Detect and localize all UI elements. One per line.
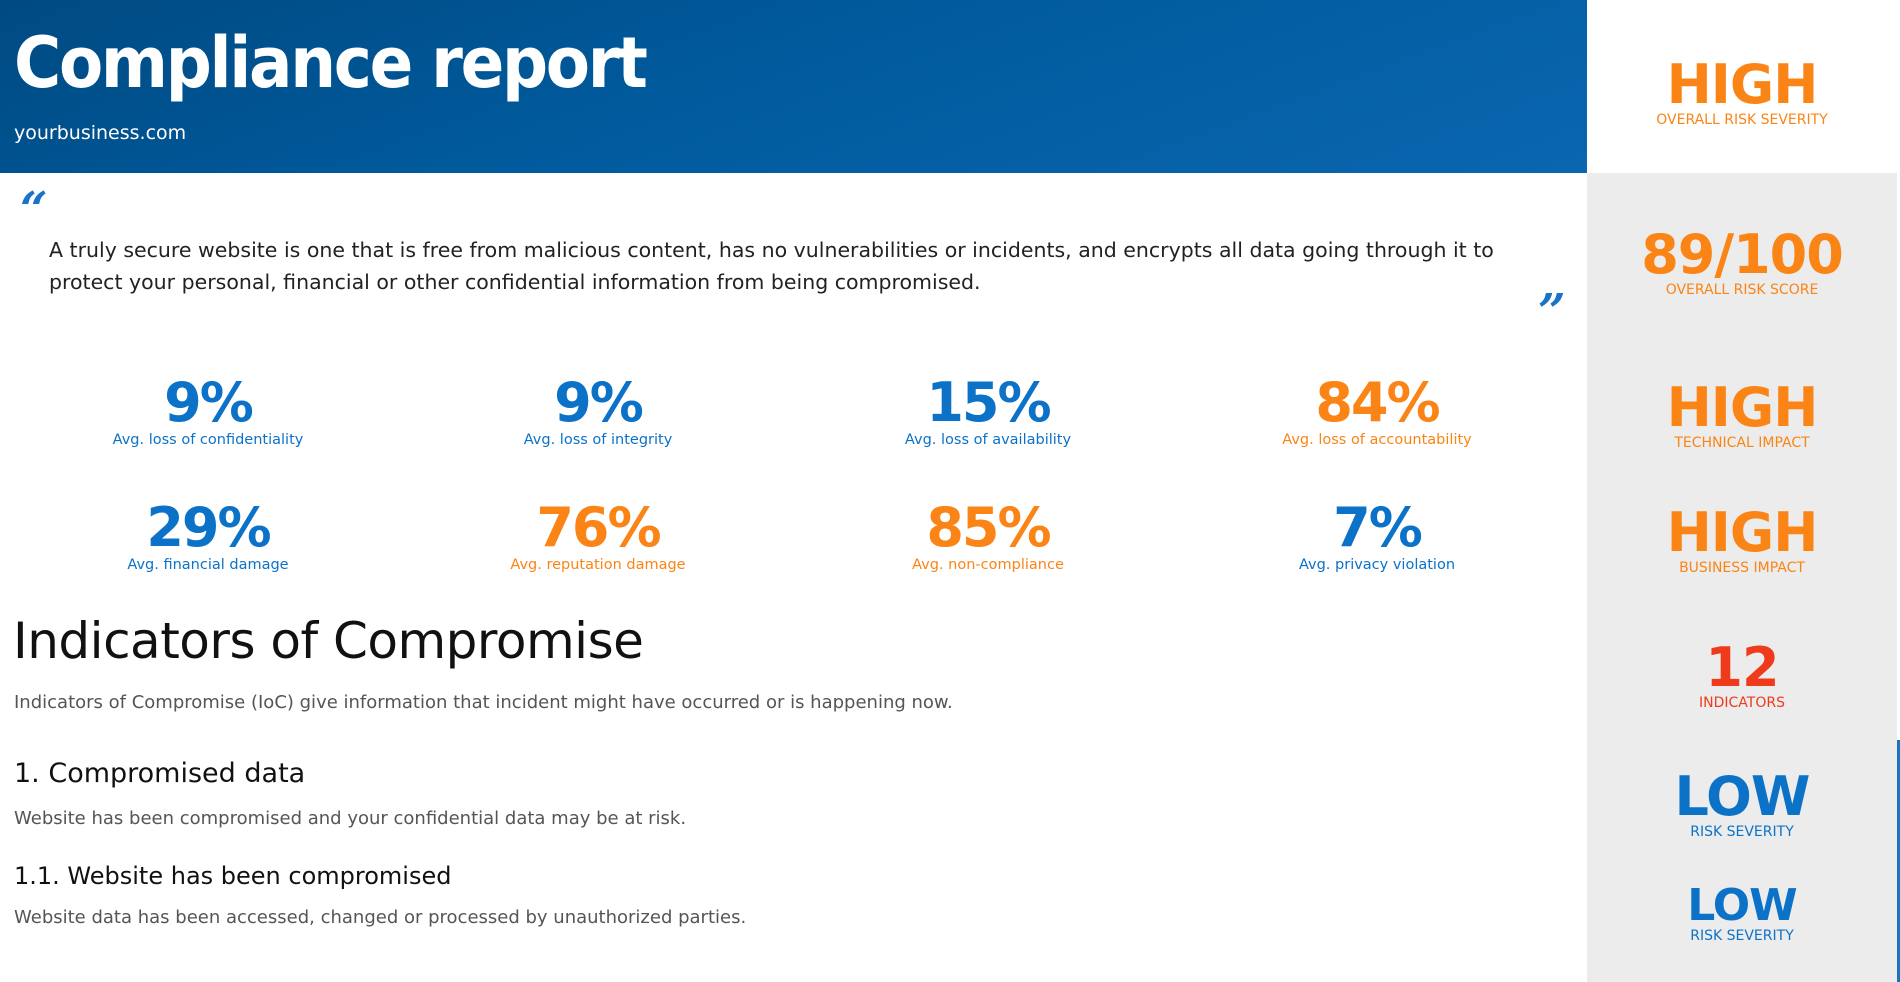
business-impact: HIGH BUSINESS IMPACT bbox=[1587, 501, 1897, 577]
side-label: RISK SEVERITY bbox=[1690, 928, 1794, 944]
stat-privacy-violation: 7% Avg. privacy violation bbox=[1247, 496, 1507, 574]
stat-accountability: 84% Avg. loss of accountability bbox=[1247, 371, 1507, 449]
technical-impact: HIGH TECHNICAL IMPACT bbox=[1587, 376, 1897, 452]
stat-non-compliance: 85% Avg. non-compliance bbox=[858, 496, 1118, 574]
side-value: HIGH bbox=[1666, 53, 1819, 116]
sidebar-top-panel bbox=[1587, 0, 1897, 173]
stat-value: 15% bbox=[926, 371, 1051, 434]
subsection-risk-severity: LOW RISK SEVERITY bbox=[1587, 880, 1897, 945]
side-value: 89/100 bbox=[1641, 223, 1844, 286]
side-label: BUSINESS IMPACT bbox=[1679, 560, 1805, 576]
stat-label: Avg. loss of integrity bbox=[523, 432, 673, 448]
section-description: Website has been compromised and your co… bbox=[14, 808, 687, 829]
section-risk-severity: LOW RISK SEVERITY bbox=[1587, 765, 1897, 841]
report-header: Compliance report yourbusiness.com bbox=[0, 0, 1587, 173]
side-value: LOW bbox=[1687, 880, 1797, 931]
report-main: Compliance report yourbusiness.com “ A t… bbox=[0, 0, 1587, 928]
subsection-heading: 1.1. Website has been compromised bbox=[14, 862, 452, 890]
side-label: TECHNICAL IMPACT bbox=[1674, 435, 1810, 451]
stat-reputation-damage: 76% Avg. reputation damage bbox=[468, 496, 728, 574]
quote-text: A truly secure website is one that is fr… bbox=[49, 238, 1494, 294]
side-value: HIGH bbox=[1666, 501, 1819, 564]
overall-risk-severity: HIGH OVERALL RISK SEVERITY bbox=[1587, 53, 1897, 129]
stat-value: 29% bbox=[146, 496, 271, 559]
stat-label: Avg. non-compliance bbox=[912, 557, 1064, 573]
page-title: Compliance report bbox=[14, 22, 648, 104]
side-value: HIGH bbox=[1666, 376, 1819, 439]
side-label: INDICATORS bbox=[1699, 695, 1785, 711]
side-value: 12 bbox=[1705, 636, 1779, 699]
ioc-heading: Indicators of Compromise bbox=[13, 612, 644, 670]
subsection-description: Website data has been accessed, changed … bbox=[14, 907, 747, 928]
stat-integrity: 9% Avg. loss of integrity bbox=[468, 371, 728, 449]
stat-value: 84% bbox=[1315, 371, 1440, 434]
indicators-count: 12 INDICATORS bbox=[1587, 636, 1897, 712]
side-label: OVERALL RISK SEVERITY bbox=[1656, 112, 1828, 128]
stat-value: 9% bbox=[164, 371, 254, 434]
side-label: OVERALL RISK SCORE bbox=[1665, 282, 1819, 298]
stat-value: 9% bbox=[554, 371, 644, 434]
stat-availability: 15% Avg. loss of availability bbox=[858, 371, 1118, 449]
stat-value: 85% bbox=[926, 496, 1051, 559]
stat-label: Avg. reputation damage bbox=[510, 557, 686, 573]
stat-label: Avg. financial damage bbox=[127, 557, 289, 573]
risk-sidebar: HIGH OVERALL RISK SEVERITY 89/100 OVERAL… bbox=[1587, 0, 1897, 982]
overall-risk-score: 89/100 OVERALL RISK SCORE bbox=[1587, 223, 1897, 299]
stat-value: 76% bbox=[536, 496, 661, 559]
stat-label: Avg. privacy violation bbox=[1298, 557, 1456, 573]
section-heading: 1. Compromised data bbox=[14, 758, 306, 789]
stat-value: 7% bbox=[1333, 496, 1423, 559]
side-value: LOW bbox=[1674, 765, 1811, 828]
quote-close-icon: ” bbox=[1538, 284, 1566, 340]
stat-label: Avg. loss of availability bbox=[904, 432, 1072, 448]
ioc-description: Indicators of Compromise (IoC) give info… bbox=[14, 692, 953, 713]
stat-confidentiality: 9% Avg. loss of confidentiality bbox=[78, 371, 338, 449]
stat-label: Avg. loss of accountability bbox=[1282, 432, 1472, 448]
stat-financial-damage: 29% Avg. financial damage bbox=[78, 496, 338, 574]
side-label: RISK SEVERITY bbox=[1690, 824, 1794, 840]
sidebar-accent-bar bbox=[1897, 740, 1900, 982]
stat-label: Avg. loss of confidentiality bbox=[112, 432, 304, 448]
quote-open-icon: “ bbox=[20, 182, 48, 238]
site-domain: yourbusiness.com bbox=[14, 122, 187, 144]
